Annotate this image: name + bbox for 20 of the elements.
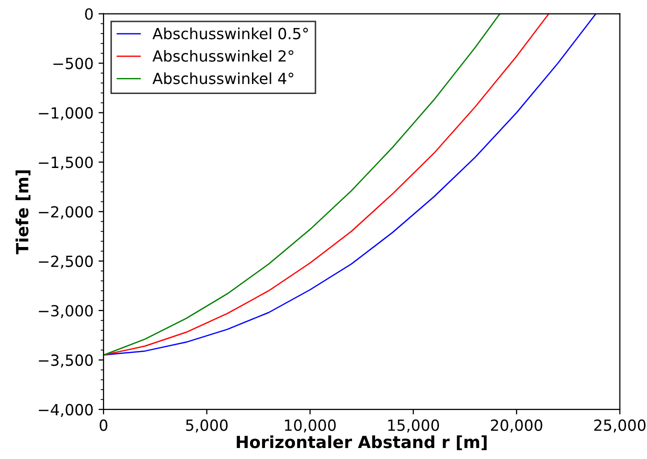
x-tick-label: 10,000 [284,419,336,433]
x-tick-label: 0 [100,419,108,431]
x-tick-label: 15,000 [388,419,440,433]
y-tick-label: −4,000 [38,404,93,418]
y-tick-label: −1,500 [38,156,93,170]
legend-label: Abschusswinkel 2° [152,50,294,62]
y-tick-label: −3,000 [38,304,93,318]
y-tick-label: −1,000 [38,107,93,120]
y-tick-label: −3,500 [38,354,93,368]
legend-label: Abschusswinkel 4° [152,72,294,84]
y-tick-label: −2,000 [38,206,93,220]
x-tick-label: 20,000 [490,419,542,433]
y-tick-label: −500 [53,58,93,70]
x-axis-title: Horizontaler Abstand r [m] [236,435,487,450]
legend-label: Abschusswinkel 0.5° [152,28,308,40]
y-axis-title: Tiefe [m] [16,170,30,254]
y-tick-label: −2,500 [38,256,93,269]
x-tick-label: 25,000 [594,419,646,433]
x-tick-label: 5,000 [186,419,228,433]
y-tick-label: 0 [85,8,93,20]
